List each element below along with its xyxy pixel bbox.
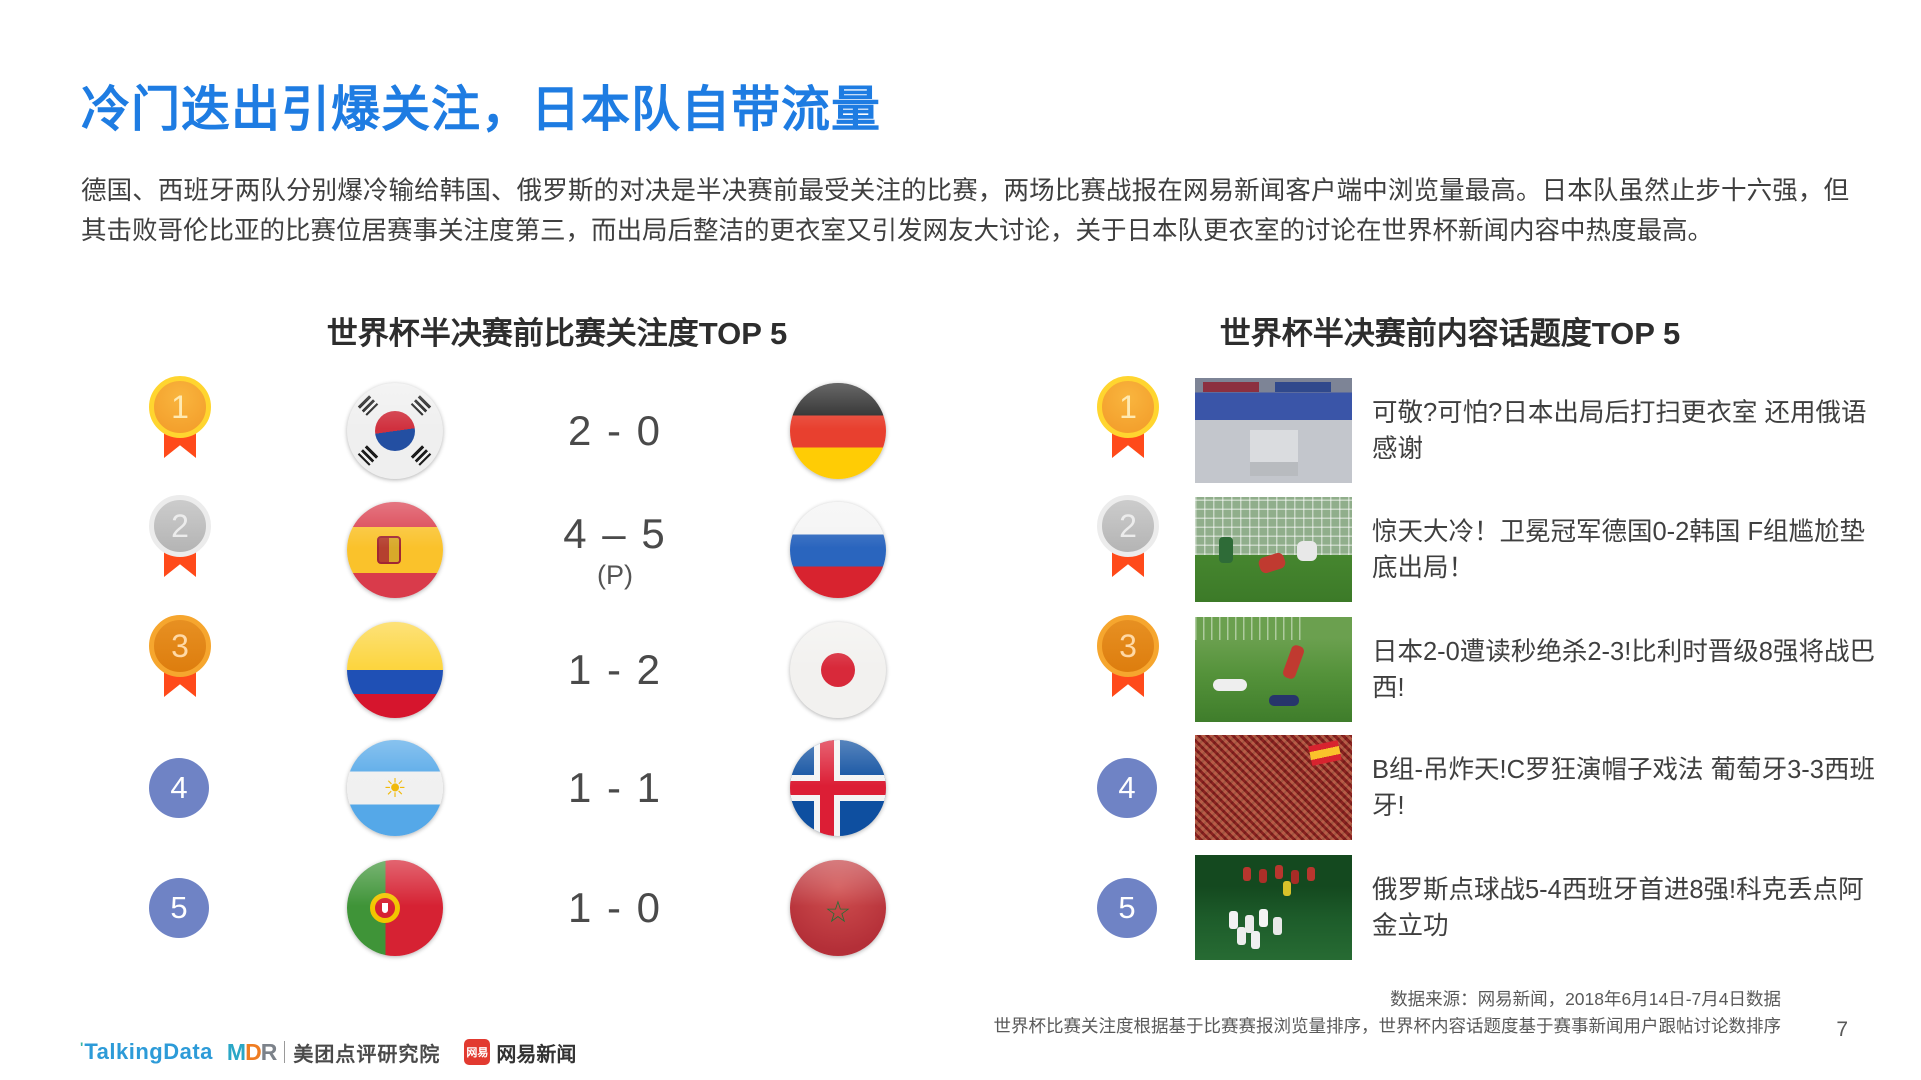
rank-number: 3 bbox=[1097, 615, 1159, 677]
iceland-flag-icon bbox=[790, 740, 886, 836]
rank-number: 3 bbox=[149, 615, 211, 677]
colombia-flag-icon bbox=[347, 622, 443, 718]
meituan-logo-text: 美团点评研究院 bbox=[293, 1043, 441, 1066]
source-line-1: 数据来源：网易新闻，2018年6月14日-7月4日数据 bbox=[1390, 989, 1781, 1009]
news-thumbnail-players-on-pitch bbox=[1195, 617, 1352, 722]
rank-number: 1 bbox=[149, 376, 211, 438]
netease-badge-icon: 网易 bbox=[464, 1039, 491, 1065]
news-headline: 日本2-0遭读秒绝杀2-3!比利时晋级8强将战巴西! bbox=[1372, 637, 1875, 702]
penalty-note: (P) bbox=[597, 559, 633, 590]
rank-circle: 5 bbox=[149, 878, 209, 938]
mdr-logo: MDR bbox=[226, 1038, 277, 1065]
silver-medal-icon: 2 bbox=[140, 495, 220, 605]
rank-circle: 4 bbox=[149, 758, 209, 818]
match-row-4: 4 ☀ 1 - 1 bbox=[130, 728, 900, 848]
right-panel-title: 世界杯半决赛前内容话题度TOP 5 bbox=[1219, 316, 1681, 351]
footer-logos: ' TalkingData MDR 美团点评研究院 网易 网易新闻 bbox=[80, 1036, 576, 1068]
rank-circle: 4 bbox=[1097, 758, 1157, 818]
match-score: 1 - 0 bbox=[567, 884, 663, 931]
news-thumbnail-crowd bbox=[1195, 735, 1352, 840]
topic-row-1: 1 可敬?可怕?日本出局后打扫更衣室 还用俄语感谢 bbox=[1080, 371, 1900, 491]
topic-row-4: 4 B组-吊炸天!C罗狂演帽子戏法 葡萄牙3-3西班牙! bbox=[1080, 728, 1900, 848]
left-panel-title: 世界杯半决赛前比赛关注度TOP 5 bbox=[326, 316, 788, 351]
bronze-medal-icon: 3 bbox=[1088, 615, 1168, 725]
news-headline: B组-吊炸天!C罗狂演帽子戏法 葡萄牙3-3西班牙! bbox=[1372, 755, 1875, 820]
data-source-note: 数据来源：网易新闻，2018年6月14日-7月4日数据 世界杯比赛关注度根据基于… bbox=[994, 986, 1782, 1040]
russia-flag-icon bbox=[790, 502, 886, 598]
silver-medal-icon: 2 bbox=[1088, 495, 1168, 605]
news-thumbnail-goal-scene bbox=[1195, 497, 1352, 602]
match-row-3: 3 1 - 2 bbox=[130, 610, 900, 730]
sun-of-may-icon: ☀ bbox=[383, 773, 407, 803]
match-row-2: 2 4 – 5 (P) bbox=[130, 490, 900, 610]
gold-medal-icon: 1 bbox=[1088, 376, 1168, 486]
page-number: 7 bbox=[1836, 1018, 1848, 1041]
rank-number: 2 bbox=[1097, 495, 1159, 557]
netease-news-logo: 网易 网易新闻 bbox=[464, 1038, 576, 1067]
rank-circle: 5 bbox=[1097, 878, 1157, 938]
gold-medal-icon: 1 bbox=[140, 376, 220, 486]
netease-logo-text: 网易新闻 bbox=[496, 1043, 577, 1066]
match-score: 4 – 5 (P) bbox=[563, 509, 667, 590]
news-headline: 可敬?可怕?日本出局后打扫更衣室 还用俄语感谢 bbox=[1372, 398, 1867, 463]
topic-row-5: 5 俄罗斯点球战5-4西班牙首进8强!科克丢点阿金立功 bbox=[1080, 848, 1900, 968]
germany-flag-icon bbox=[790, 383, 886, 479]
mdr-meituan-logo: MDR 美团点评研究院 bbox=[227, 1038, 440, 1067]
spain-flag-icon bbox=[347, 502, 443, 598]
rank-number: 2 bbox=[149, 495, 211, 557]
match-row-5: 5 1 - 0 ☆ bbox=[130, 848, 900, 968]
match-row-1: 1 2 - 0 bbox=[130, 371, 900, 491]
intro-paragraph: 德国、西班牙两队分别爆冷输给韩国、俄罗斯的对决是半决赛前最受关注的比赛，两场比赛… bbox=[81, 177, 1849, 245]
logo-divider bbox=[284, 1041, 286, 1063]
match-score: 1 - 2 bbox=[567, 646, 663, 693]
topic-row-3: 3 日本2-0遭读秒绝杀2-3!比利时晋级8强将战巴西! bbox=[1080, 610, 1900, 730]
match-score: 2 - 0 bbox=[567, 407, 663, 454]
news-thumbnail-locker-room bbox=[1195, 378, 1352, 483]
news-headline: 惊天大冷！卫冕冠军德国0-2韩国 F组尴尬垫底出局！ bbox=[1372, 517, 1866, 582]
match-score: 1 - 1 bbox=[567, 764, 663, 811]
topic-row-2: 2 惊天大冷！卫冕冠军德国0-2韩国 F组尴尬垫底出局！ bbox=[1080, 490, 1900, 610]
argentina-flag-icon: ☀ bbox=[347, 740, 443, 836]
news-thumbnail-penalty-celebration bbox=[1195, 855, 1352, 960]
portugal-flag-icon bbox=[347, 860, 443, 956]
talkingdata-logo: ' TalkingData bbox=[80, 1039, 213, 1064]
source-line-2: 世界杯比赛关注度根据基于比赛赛报浏览量排序，世界杯内容话题度基于赛事新闻用户跟帖… bbox=[993, 1016, 1782, 1037]
news-headline: 俄罗斯点球战5-4西班牙首进8强!科克丢点阿金立功 bbox=[1372, 875, 1864, 940]
talkingdata-tick-icon: ' bbox=[80, 1039, 84, 1055]
pentagram-star-icon: ☆ bbox=[824, 896, 852, 929]
japan-flag-icon bbox=[790, 622, 886, 718]
bronze-medal-icon: 3 bbox=[140, 615, 220, 725]
south-korea-flag-icon bbox=[347, 383, 443, 479]
page-title: 冷门迭出引爆关注，日本队自带流量 bbox=[81, 83, 882, 137]
rank-number: 1 bbox=[1097, 376, 1159, 438]
morocco-flag-icon: ☆ bbox=[790, 860, 886, 956]
